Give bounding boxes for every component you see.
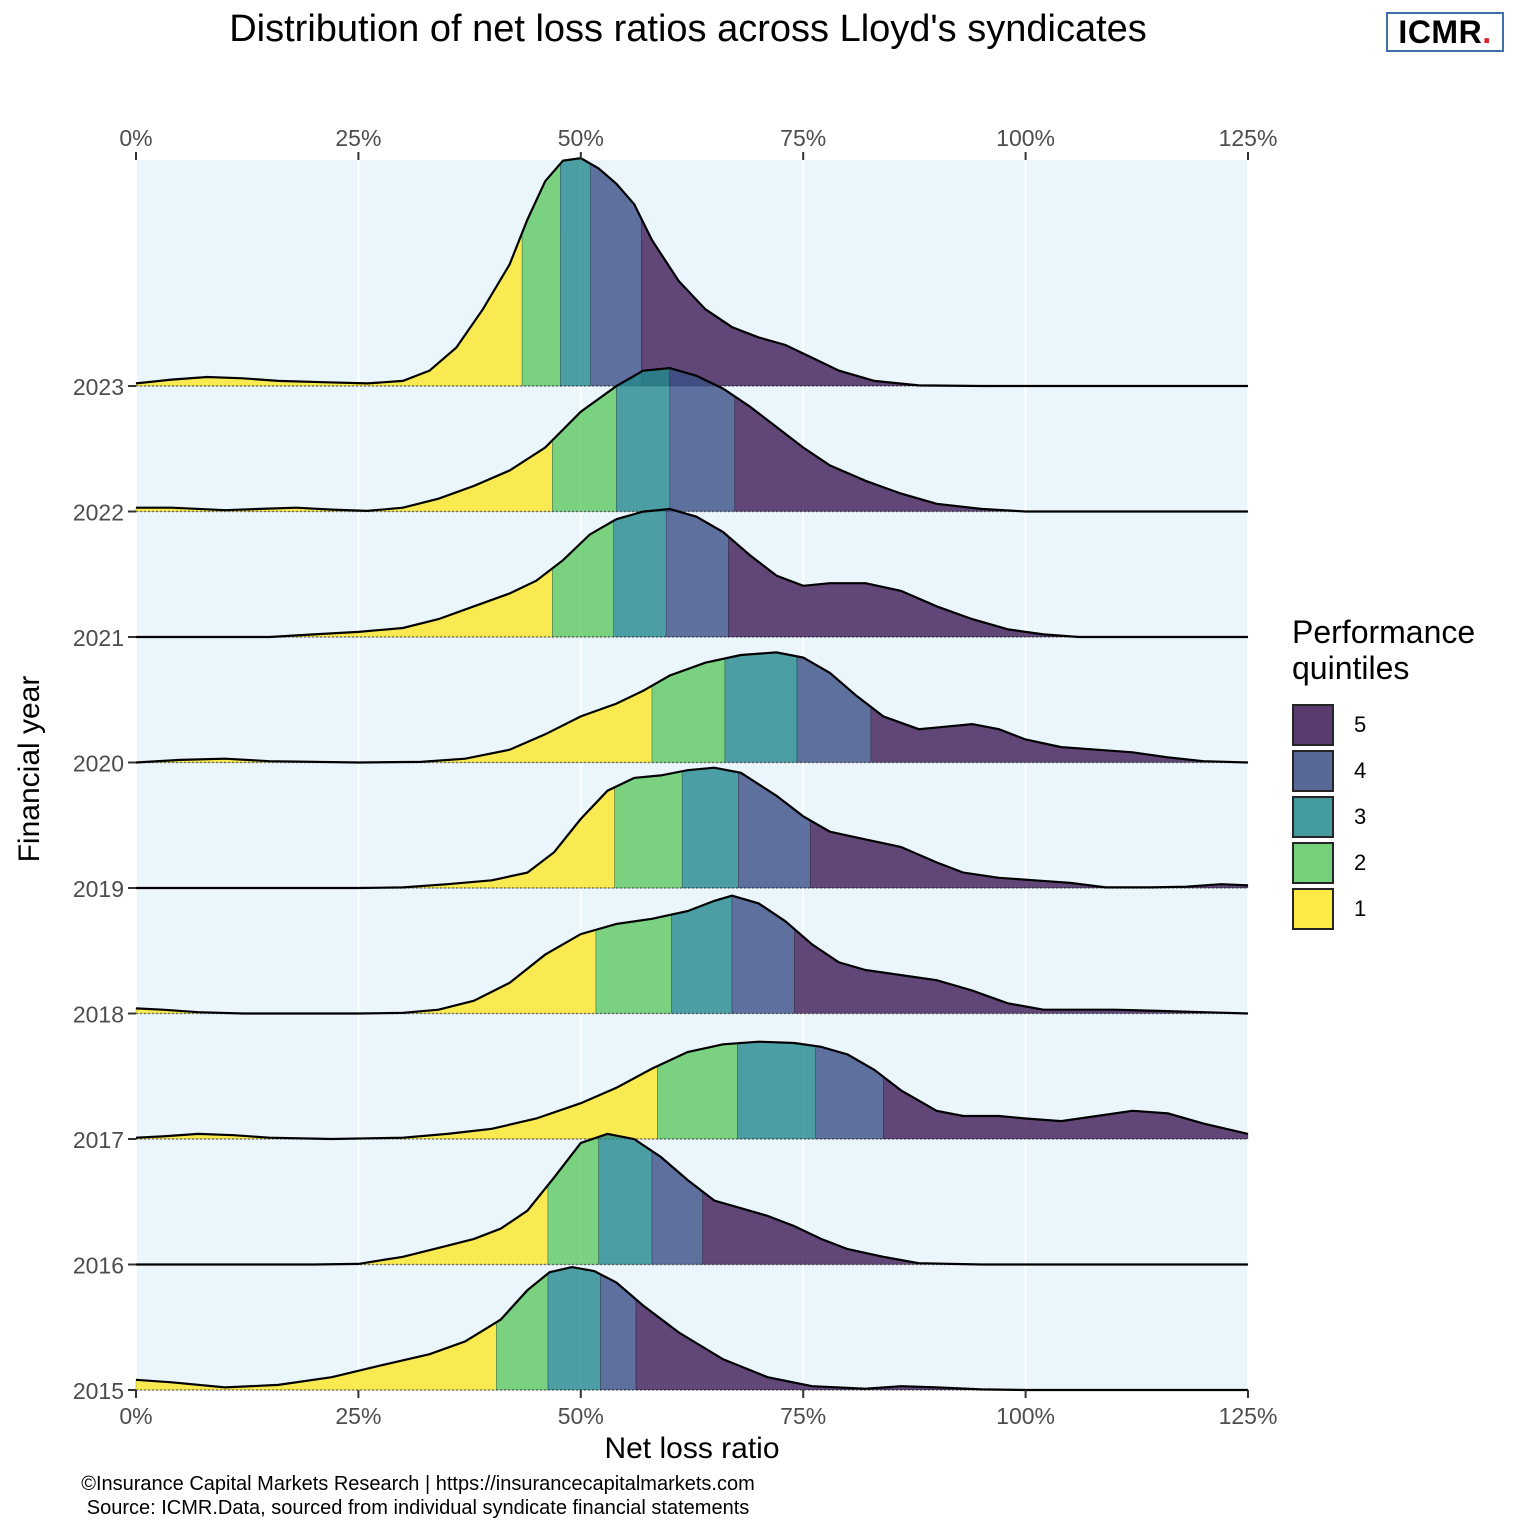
ridge-2019-quintile-3 xyxy=(681,767,739,889)
legend-swatch-3 xyxy=(1292,796,1334,838)
top-tick-label-50%: 50% xyxy=(558,125,604,151)
top-tick-label-100%: 100% xyxy=(996,125,1055,151)
ridge-2015 xyxy=(135,1265,1248,1392)
ridges xyxy=(135,157,1249,1392)
ridge-2018-outline xyxy=(135,894,1249,1015)
ridge-2017-quintile-3 xyxy=(737,1041,816,1140)
chart-title: Distribution of net loss ratios across L… xyxy=(229,8,1147,50)
bottom-tick-label-125%: 125% xyxy=(1219,1403,1278,1429)
top-tick-label-25%: 25% xyxy=(335,125,381,151)
legend-label-2: 2 xyxy=(1354,850,1367,875)
ridge-2017 xyxy=(135,1040,1249,1141)
ridge-2016 xyxy=(136,1132,1248,1266)
legend-item-5: 5 xyxy=(1292,702,1475,748)
legend-title: Performance quintiles xyxy=(1292,614,1475,686)
legend-label-4: 4 xyxy=(1354,758,1367,783)
ridge-2022 xyxy=(135,366,1248,513)
ridge-2019-outline xyxy=(136,766,1249,890)
legend-title-line1: Performance xyxy=(1292,614,1476,650)
ridge-2023-quintile-3 xyxy=(560,157,591,387)
legend-item-3: 3 xyxy=(1292,794,1475,840)
ridge-2022-quintile-3 xyxy=(616,367,671,512)
bottom-tick-label-50%: 50% xyxy=(558,1403,604,1429)
ridge-2021-outline xyxy=(136,507,1248,639)
ridge-2019 xyxy=(136,766,1249,890)
legend-label-5: 5 xyxy=(1354,712,1367,737)
legend-item-2: 2 xyxy=(1292,840,1475,886)
logo-text: ICMR xyxy=(1398,14,1483,50)
bottom-tick-label-75%: 75% xyxy=(780,1403,826,1429)
legend-label-3: 3 xyxy=(1354,804,1367,829)
bottom-tick-label-25%: 25% xyxy=(335,1403,381,1429)
ridge-2020-quintile-3 xyxy=(724,652,798,763)
y-tick-label-2022: 2022 xyxy=(73,500,124,526)
y-tick-label-2020: 2020 xyxy=(73,751,124,777)
ridge-2016-outline xyxy=(136,1132,1248,1266)
y-tick-label-2021: 2021 xyxy=(73,625,124,651)
legend-item-4: 4 xyxy=(1292,748,1475,794)
logo-dot: . xyxy=(1482,14,1492,50)
ridge-2020-outline xyxy=(135,651,1249,764)
icmr-logo: ICMR. xyxy=(1386,12,1504,52)
bottom-tick-label-100%: 100% xyxy=(996,1403,1055,1429)
axes: 0% 0% 25% 25% 50% 50% 75% 75% 100% 100% 125% 125% 20… xyxy=(73,125,1278,1429)
legend-item-1: 1 xyxy=(1292,886,1475,932)
caption: ©Insurance Capital Markets Research | ht… xyxy=(0,1472,836,1520)
x-axis-label: Net loss ratio xyxy=(604,1432,780,1465)
legend-title-line2: quintiles xyxy=(1292,650,1410,686)
ridge-2016-quintile-3 xyxy=(598,1133,653,1265)
ridge-2015-quintile-3 xyxy=(547,1266,601,1391)
legend-swatch-1 xyxy=(1292,888,1334,930)
caption-line1: ©Insurance Capital Markets Research | ht… xyxy=(81,1473,755,1495)
y-tick-label-2019: 2019 xyxy=(73,876,124,902)
y-tick-label-2017: 2017 xyxy=(73,1127,124,1153)
legend-swatch-5 xyxy=(1292,704,1334,746)
y-axis-label: Financial year xyxy=(13,675,46,863)
ridge-2018 xyxy=(135,894,1249,1015)
bottom-tick-label-0%: 0% xyxy=(119,1403,152,1429)
y-tick-label-2023: 2023 xyxy=(73,374,124,400)
top-tick-label-75%: 75% xyxy=(780,125,826,151)
y-tick-label-2018: 2018 xyxy=(73,1002,124,1028)
legend: Performance quintiles 5 4 3 2 1 xyxy=(1292,614,1475,932)
legend-swatch-2 xyxy=(1292,842,1334,884)
top-tick-label-125%: 125% xyxy=(1219,125,1278,151)
ridge-2015-outline xyxy=(135,1265,1248,1392)
top-tick-label-0%: 0% xyxy=(119,125,152,151)
ridge-2020 xyxy=(135,651,1249,764)
ridge-2021 xyxy=(136,507,1248,639)
ridge-2017-outline xyxy=(135,1040,1249,1141)
ridge-2021-quintile-3 xyxy=(613,508,667,638)
caption-line2: Source: ICMR.Data, sourced from individu… xyxy=(86,1497,750,1519)
legend-swatch-4 xyxy=(1292,750,1334,792)
ridge-2022-outline xyxy=(136,366,1248,513)
ridge-2018-quintile-2 xyxy=(595,914,672,1014)
y-tick-label-2015: 2015 xyxy=(73,1378,124,1404)
y-tick-label-2016: 2016 xyxy=(73,1253,124,1279)
ridge-2019-quintile-2 xyxy=(614,770,683,889)
legend-label-1: 1 xyxy=(1354,896,1367,921)
